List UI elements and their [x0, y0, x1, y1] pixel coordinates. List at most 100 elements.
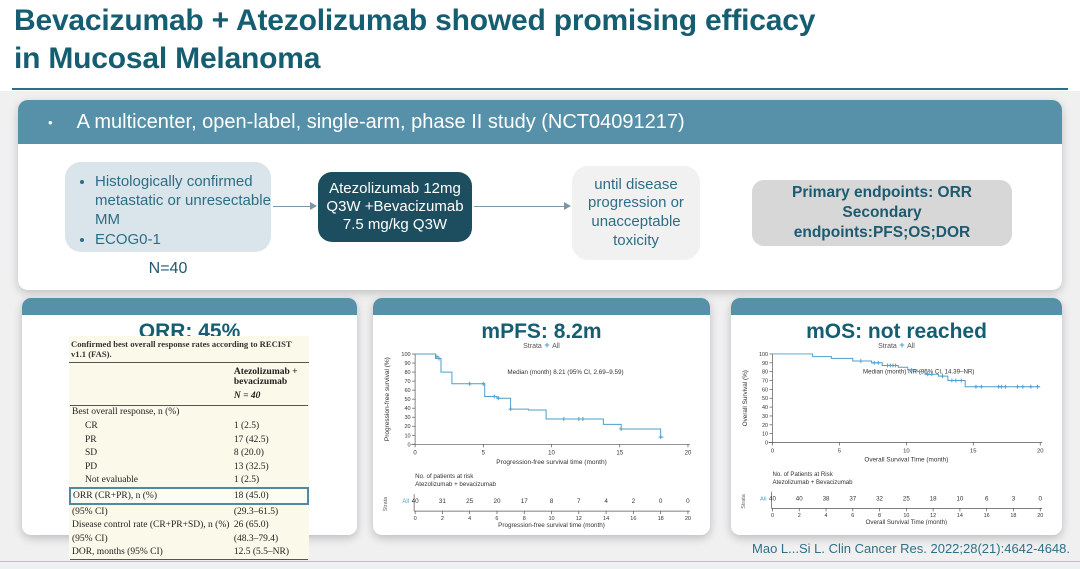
study-design-card: • A multicenter, open-label, single-arm,… [18, 100, 1062, 290]
svg-text:0: 0 [686, 498, 690, 505]
study-banner: • A multicenter, open-label, single-arm,… [18, 100, 1062, 144]
svg-text:4: 4 [468, 517, 471, 523]
page-title-line1: Bevacizumab + Atezolizumab showed promis… [14, 4, 816, 37]
population-bullets: Histologically confirmed metastatic or u… [65, 173, 271, 250]
list-item: Histologically confirmed metastatic or u… [95, 173, 271, 229]
os-legend: Strata + All [878, 340, 915, 350]
svg-text:All: All [402, 499, 409, 505]
svg-text:Strata: Strata [383, 496, 389, 512]
svg-text:12: 12 [930, 513, 936, 519]
svg-text:50: 50 [404, 397, 410, 403]
orr-table: Confirmed best overall response rates ac… [69, 336, 310, 561]
flow-arrow-icon [273, 202, 317, 211]
sample-size-label: N=40 [148, 260, 188, 277]
svg-text:15: 15 [970, 448, 977, 454]
page-title: Bevacizumab + Atezolizumab showed promis… [14, 2, 815, 78]
svg-text:Progression-free survival time: Progression-free survival time (month) [498, 523, 605, 529]
svg-text:All: All [760, 497, 767, 503]
svg-text:18: 18 [1010, 513, 1016, 519]
treatment-duration-box: until disease progression or unacceptabl… [572, 166, 700, 260]
svg-text:10: 10 [548, 517, 554, 523]
svg-text:6: 6 [985, 496, 989, 503]
title-underline [12, 88, 1068, 90]
arrow-line [273, 206, 311, 207]
svg-text:0: 0 [771, 513, 774, 519]
svg-text:37: 37 [849, 496, 856, 503]
svg-text:4: 4 [825, 513, 828, 519]
svg-text:50: 50 [762, 396, 768, 402]
endpoints-line3: endpoints:PFS;OS;DOR [793, 224, 971, 242]
svg-text:32: 32 [876, 496, 883, 503]
table-row: PD 13 (32.5) [85, 461, 269, 472]
svg-text:Progression-free survival time: Progression-free survival time (month) [496, 459, 606, 466]
svg-text:0: 0 [1038, 496, 1042, 503]
pfs-result-panel: mPFS: 8.2m Strata + All 0 10 20 30 40 50 60 70 8… [373, 298, 710, 535]
svg-text:40: 40 [769, 496, 776, 503]
os-result-panel: mOS: not reached Strata + All 0 10 20 30 40 5… [731, 298, 1062, 535]
table-row: DOR, months (95% CI) 12.5 (5.5–NR) [70, 545, 308, 561]
os-km-chart: Strata + All 0 10 20 30 40 50 60 70 80 90 100 0 5 10 1… [739, 340, 1054, 525]
svg-text:80: 80 [404, 370, 410, 376]
column-header: Atezolizumab + bevacizumab [233, 367, 298, 387]
svg-text:4: 4 [604, 498, 608, 505]
table-header-row: Atezolizumab + bevacizumab [70, 363, 308, 389]
bullet-icon: • [48, 114, 53, 130]
svg-text:30: 30 [404, 415, 410, 421]
svg-text:18: 18 [930, 496, 937, 503]
svg-text:6: 6 [851, 513, 854, 519]
svg-text:60: 60 [762, 387, 768, 393]
svg-text:2: 2 [632, 498, 636, 505]
panel-top-bar [731, 298, 1062, 315]
svg-text:10: 10 [548, 450, 555, 456]
os-panel-title: mOS: not reached [806, 320, 987, 343]
svg-text:25: 25 [903, 496, 910, 503]
svg-text:2: 2 [441, 517, 444, 523]
svg-text:5: 5 [838, 448, 842, 454]
population-box: Histologically confirmed metastatic or u… [65, 162, 271, 252]
table-row: (95% CI) (48.3–79.4) [72, 533, 279, 544]
svg-text:2: 2 [798, 513, 801, 519]
svg-text:20: 20 [404, 424, 410, 430]
endpoints-line2: Secondary [842, 203, 922, 221]
svg-text:5: 5 [482, 450, 486, 456]
bottom-divider [0, 561, 1080, 562]
svg-text:10: 10 [404, 433, 410, 439]
svg-text:40: 40 [404, 406, 410, 412]
pfs-panel-title: mPFS: 8.2m [481, 320, 602, 343]
column-subheader: N = 40 [231, 388, 308, 406]
arrow-line [474, 206, 565, 207]
svg-text:18: 18 [658, 517, 664, 523]
citation-text: Mao L...Si L. Clin Cancer Res. 2022;28(2… [752, 541, 1070, 556]
svg-text:20: 20 [685, 450, 692, 456]
svg-text:0: 0 [413, 450, 417, 456]
svg-text:20: 20 [762, 423, 768, 429]
svg-text:7: 7 [577, 498, 581, 505]
svg-text:17: 17 [521, 498, 529, 505]
svg-text:Overall Survival Time (month): Overall Survival Time (month) [864, 457, 948, 464]
svg-text:10: 10 [903, 513, 909, 519]
svg-text:10: 10 [956, 496, 963, 503]
svg-text:No. of Patients at Risk: No. of Patients at Risk [772, 471, 833, 478]
svg-text:6: 6 [495, 517, 498, 523]
table-row: (95% CI) (29.3–61.5) [72, 506, 279, 517]
svg-text:90: 90 [762, 361, 768, 367]
table-row: Best overall response, n (%) [72, 407, 180, 418]
svg-text:16: 16 [984, 513, 990, 519]
svg-text:40: 40 [796, 496, 803, 503]
svg-text:Overall Survival (%): Overall Survival (%) [742, 370, 749, 426]
svg-text:Strata: Strata [741, 494, 747, 508]
table-row: Not evaluable 1 (2.5) [85, 475, 260, 486]
panel-top-bar [373, 298, 710, 315]
svg-text:25: 25 [466, 498, 474, 505]
panel-top-bar [22, 298, 357, 315]
study-banner-text: A multicenter, open-label, single-arm, p… [76, 110, 685, 133]
svg-text:Atezolizumab + Bevacizumab: Atezolizumab + Bevacizumab [772, 479, 853, 486]
flow-arrow-icon [474, 202, 571, 211]
endpoints-box: Primary endpoints: ORR Secondary endpoin… [752, 180, 1012, 246]
svg-text:40: 40 [762, 405, 768, 411]
svg-text:0: 0 [659, 498, 663, 505]
svg-text:80: 80 [762, 370, 768, 376]
svg-text:15: 15 [616, 450, 623, 456]
svg-text:60: 60 [404, 388, 410, 394]
svg-text:14: 14 [957, 513, 963, 519]
